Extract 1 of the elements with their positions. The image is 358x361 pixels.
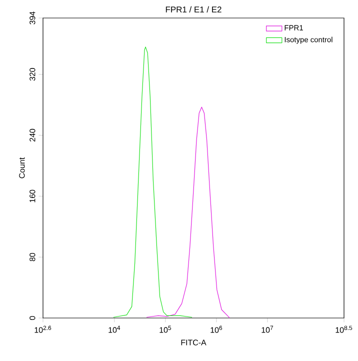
chart-title: FPR1 / E1 / E2 xyxy=(166,6,222,12)
